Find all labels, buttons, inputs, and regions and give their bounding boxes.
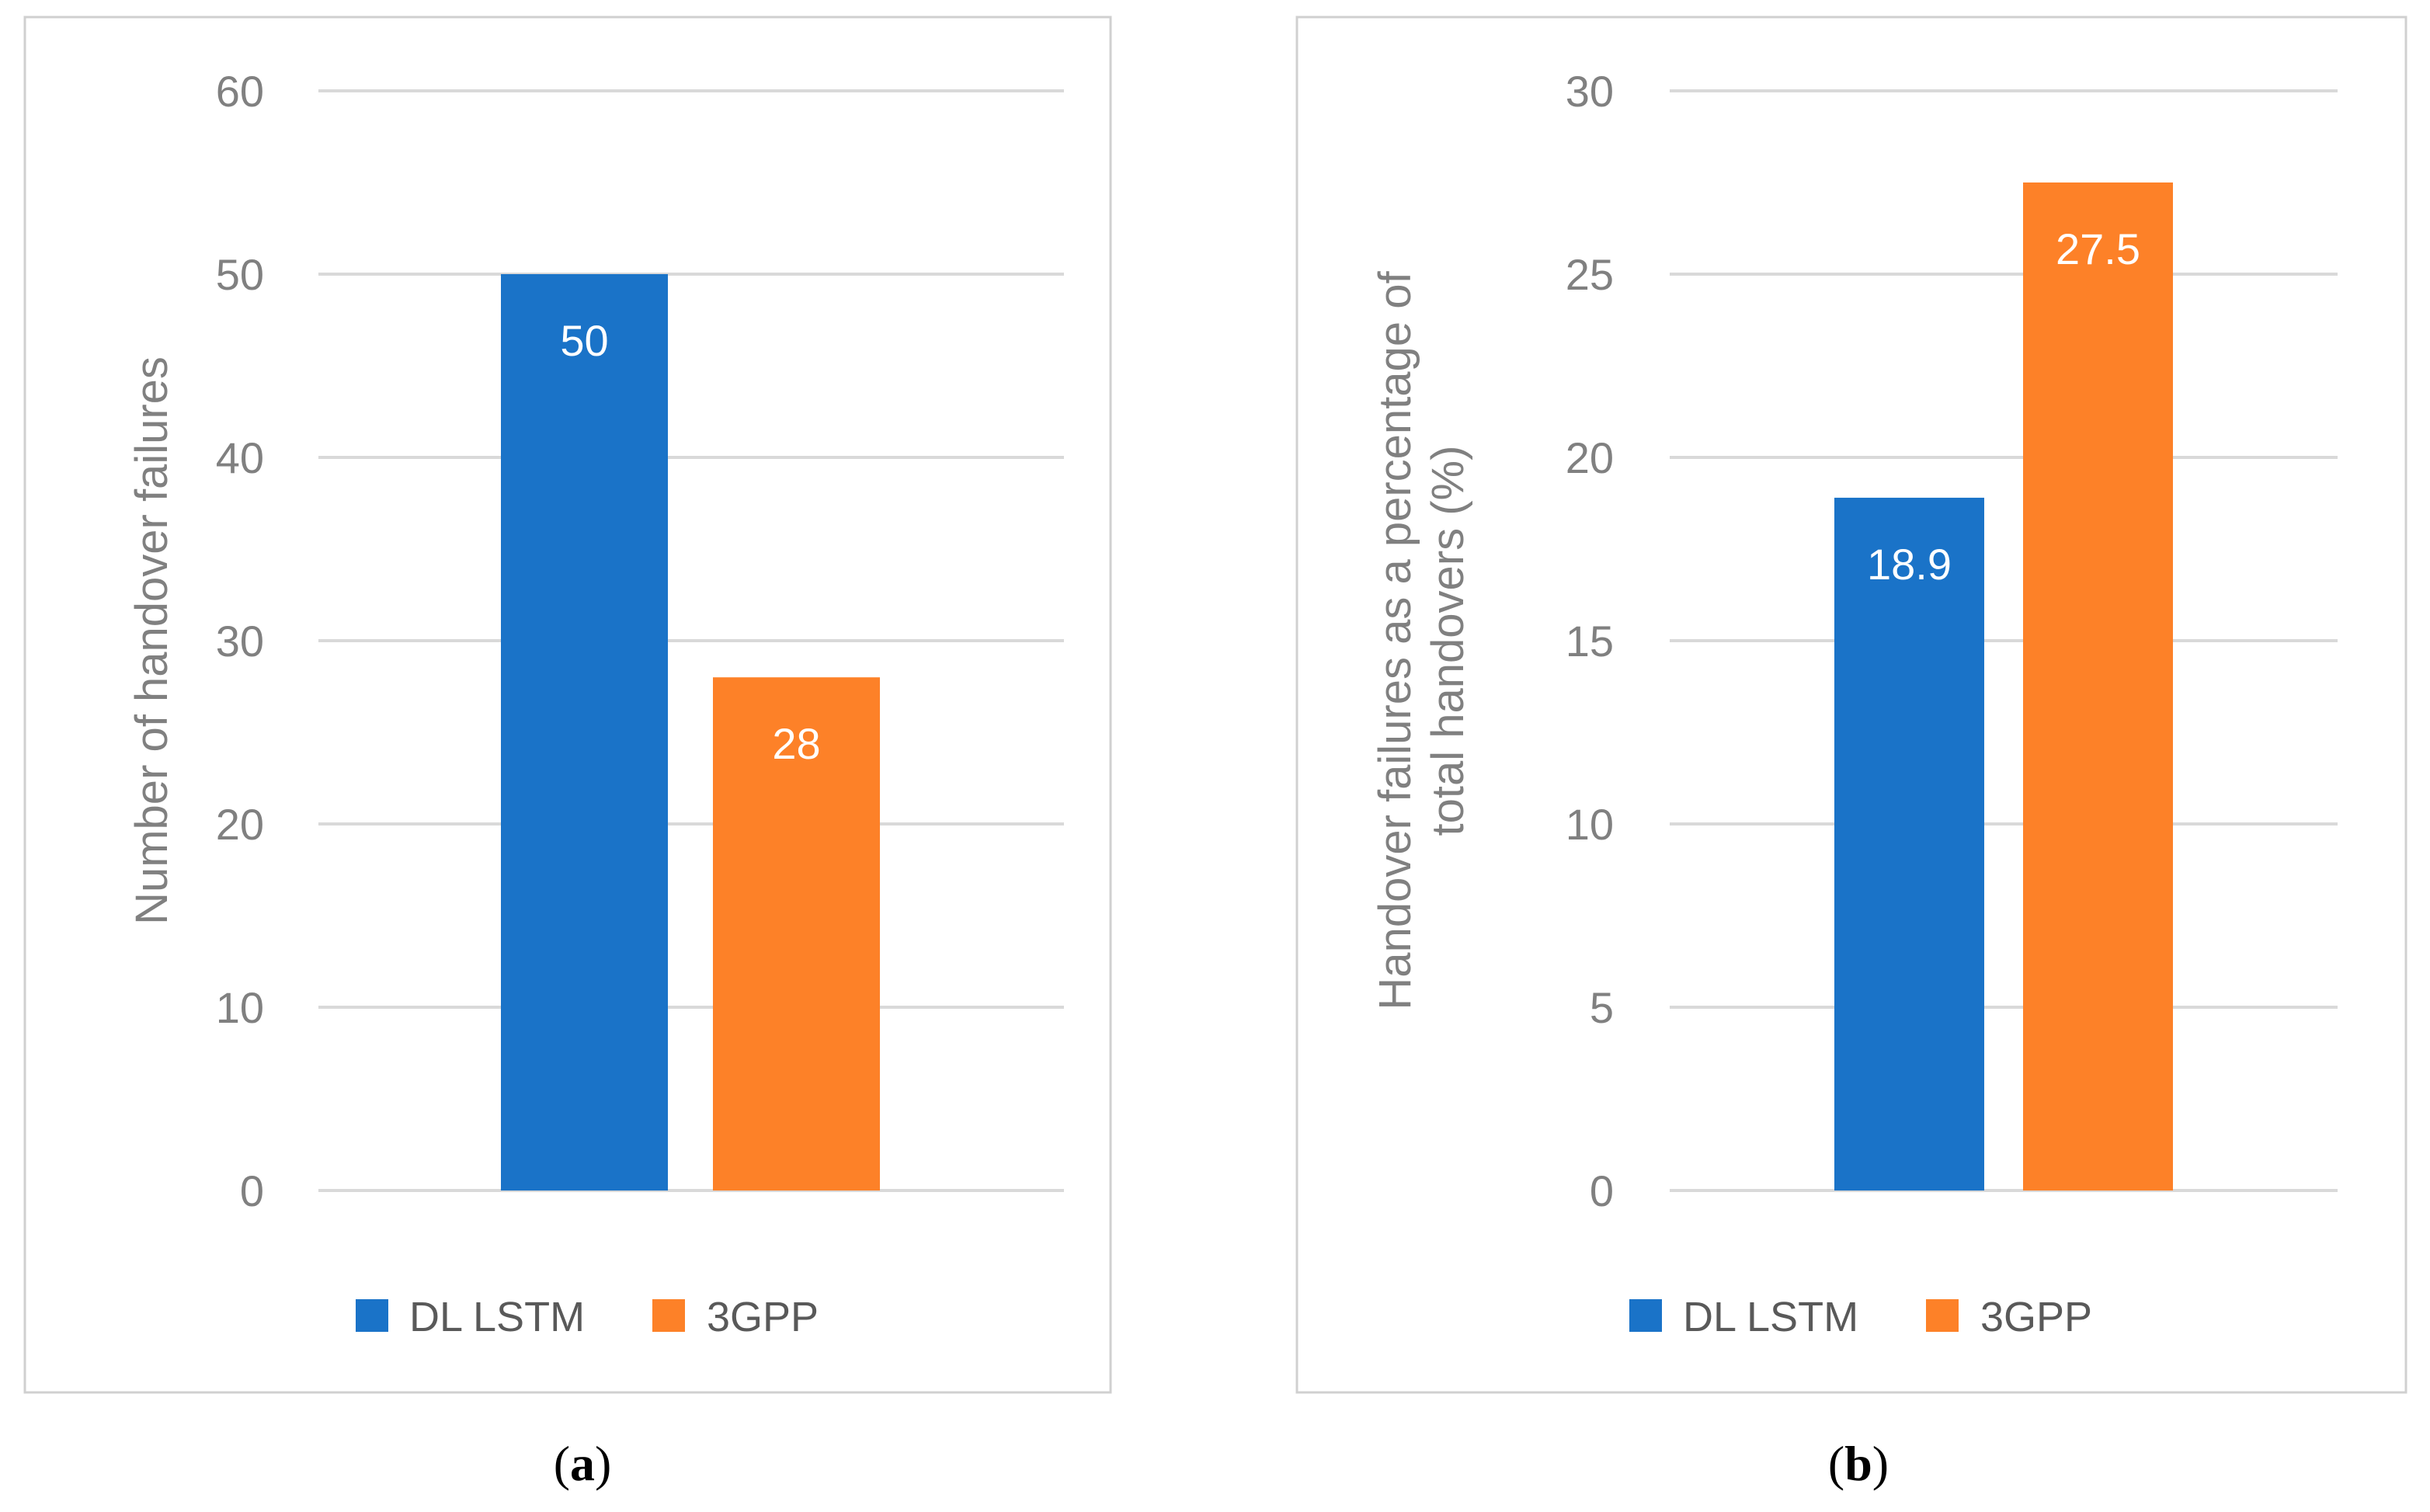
chart-b-legend-swatch-dl-lstm bbox=[1629, 1299, 1662, 1332]
chart-b-data-label-3gpp: 27.5 bbox=[2056, 224, 2140, 273]
chart-b-ytick-20: 20 bbox=[1566, 433, 1614, 482]
caption-b-letter: b bbox=[1844, 1436, 1872, 1491]
caption-b: (b) bbox=[1742, 1435, 1975, 1493]
chart-b-bar-dl-lstm bbox=[1834, 497, 1984, 1190]
caption-a-close: ) bbox=[595, 1436, 612, 1491]
chart-a-ytick-40: 40 bbox=[216, 433, 264, 482]
chart-a-bar-3gpp bbox=[713, 677, 880, 1190]
chart-a-legend-label-dl-lstm: DL LSTM bbox=[409, 1294, 585, 1340]
chart-b-data-label-dl-lstm: 18.9 bbox=[1867, 540, 1952, 589]
chart-b-legend-label-3gpp: 3GPP bbox=[1980, 1294, 2092, 1340]
caption-b-close: ) bbox=[1872, 1436, 1889, 1491]
chart-b-ytick-30: 30 bbox=[1566, 67, 1614, 116]
chart-a-ytick-0: 0 bbox=[240, 1166, 264, 1215]
chart-a-ytick-10: 10 bbox=[216, 983, 264, 1032]
caption-a-letter: a bbox=[570, 1436, 595, 1491]
chart-a-ytick-50: 50 bbox=[216, 250, 264, 299]
chart-b-legend-swatch-3gpp bbox=[1926, 1299, 1959, 1332]
chart-a-legend-label-3gpp: 3GPP bbox=[707, 1294, 819, 1340]
chart-b-legend-label-dl-lstm: DL LSTM bbox=[1683, 1294, 1858, 1340]
chart-b-bar-3gpp bbox=[2023, 182, 2173, 1190]
chart-b-ytick-10: 10 bbox=[1566, 800, 1614, 849]
chart-a-legend-swatch-3gpp bbox=[652, 1299, 685, 1332]
chart-a-ytick-60: 60 bbox=[216, 67, 264, 116]
chart-a-ytick-20: 20 bbox=[216, 800, 264, 849]
chart-a-ytick-30: 30 bbox=[216, 617, 264, 666]
chart-a-legend-swatch-dl-lstm bbox=[356, 1299, 388, 1332]
chart-b-ytick-15: 15 bbox=[1566, 617, 1614, 666]
caption-b-open: ( bbox=[1827, 1436, 1845, 1491]
caption-a-open: ( bbox=[553, 1436, 570, 1491]
caption-a: (a) bbox=[466, 1435, 699, 1493]
chart-a-ylabel-line-1: Number of handover failures bbox=[127, 356, 177, 925]
chart-b-ytick-25: 25 bbox=[1566, 250, 1614, 299]
chart-b-ylabel-line-2: total handovers (%) bbox=[1423, 446, 1473, 836]
chart-b-ytick-0: 0 bbox=[1590, 1166, 1614, 1215]
chart-b-ylabel-line-1: Handover failures as a percentage of bbox=[1370, 271, 1420, 1010]
chart-a-data-label-dl-lstm: 50 bbox=[560, 316, 608, 365]
chart-a-data-label-3gpp: 28 bbox=[772, 719, 820, 768]
chart-b-ytick-5: 5 bbox=[1590, 983, 1614, 1032]
chart-a-bar-dl-lstm bbox=[501, 274, 668, 1190]
